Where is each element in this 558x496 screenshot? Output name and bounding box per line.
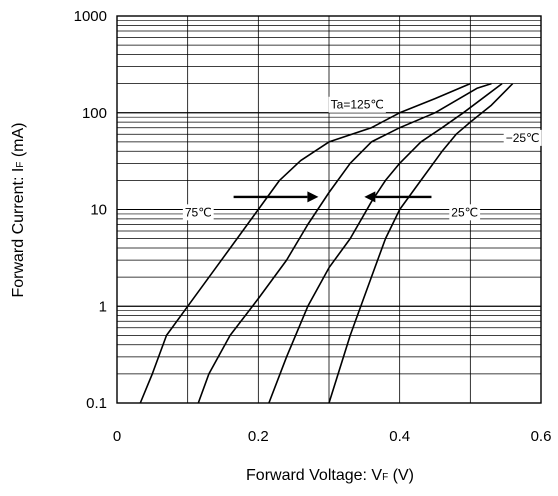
curve-label-background	[182, 204, 214, 221]
x-tick-label: 0.6	[531, 428, 552, 445]
x-axis-title-main: Forward Voltage: V	[246, 467, 382, 484]
plot-border	[116, 15, 542, 404]
y-tick-label: 1000	[74, 8, 107, 25]
y-axis-title-unit: (mA)	[10, 122, 27, 161]
y-tick-labels: 0.1 1 10 100 1000	[74, 8, 107, 412]
x-tick-label: 0.2	[248, 428, 269, 445]
series-line	[328, 83, 514, 404]
curve-label: Ta=125℃	[331, 98, 384, 112]
y-tick-label: 10	[90, 202, 107, 219]
curve-label: 75℃	[185, 205, 212, 219]
arrows	[233, 191, 432, 203]
curve-label-background	[328, 96, 386, 113]
arrow-head	[307, 191, 319, 203]
curve-label-background	[449, 204, 481, 221]
x-tick-label: 0.4	[389, 428, 410, 445]
y-tick-label: 0.1	[86, 395, 107, 412]
series-line	[197, 82, 492, 404]
annotations: Ta=125℃ −25℃ 75℃ 25℃	[182, 96, 542, 221]
y-tick-label: 1	[99, 298, 107, 315]
x-tick-labels: 0 0.2 0.4 0.6	[113, 428, 552, 445]
x-axis-title-subscript: F	[382, 472, 388, 483]
arrow-head	[364, 191, 376, 203]
curve-label-background	[503, 129, 542, 146]
curves	[139, 82, 514, 404]
x-axis-title-unit: (V)	[388, 467, 414, 484]
y-axis-title-main: Forward Current: I	[10, 168, 27, 298]
plot-frame	[116, 15, 542, 404]
x-axis-title: Forward Voltage: VF (V)	[246, 467, 414, 484]
series-line	[139, 82, 471, 404]
series-line	[268, 82, 503, 404]
y-tick-label: 100	[82, 105, 107, 122]
y-axis-title: Forward Current: IF (mA)	[10, 122, 27, 297]
y-axis-title-subscript: F	[15, 162, 26, 168]
x-tick-label: 0	[113, 428, 121, 445]
curve-label: 25℃	[451, 205, 478, 219]
curve-label: −25℃	[506, 131, 540, 145]
